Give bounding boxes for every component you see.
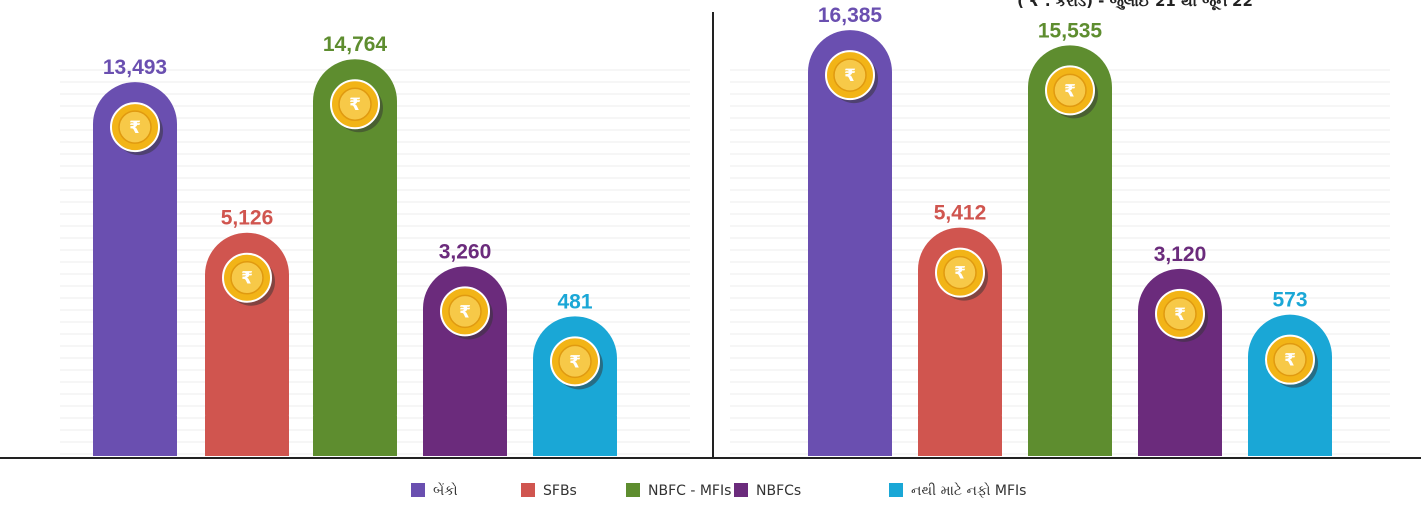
coin-inner xyxy=(448,294,482,329)
bar xyxy=(1028,45,1112,457)
value-label: 573 xyxy=(1272,289,1307,312)
value-label: 5,412 xyxy=(934,202,987,225)
coin-inner xyxy=(1273,342,1307,377)
legend-swatch xyxy=(889,483,903,497)
value-label: 481 xyxy=(557,290,592,313)
bar-foot xyxy=(1248,416,1332,456)
coin-inner xyxy=(1053,73,1087,108)
coin-inner xyxy=(118,110,152,144)
bar xyxy=(313,59,397,457)
value-label: 3,260 xyxy=(439,240,492,263)
legend-swatch xyxy=(734,483,748,497)
bar xyxy=(808,30,892,456)
value-label: 14,764 xyxy=(323,33,388,56)
value-label: 16,385 xyxy=(818,4,883,27)
chart-subtitle: ( ₹ . કરોડ) - જુલાઈ'21 થી જૂન'22 xyxy=(1017,0,1253,10)
coin-inner xyxy=(230,260,264,295)
bar xyxy=(93,82,177,456)
legend-label: SFBs xyxy=(543,483,577,499)
coin-symbol: ₹ xyxy=(1064,81,1076,101)
value-label: 3,120 xyxy=(1154,243,1207,266)
coin-symbol: ₹ xyxy=(1284,351,1296,371)
coin-symbol: ₹ xyxy=(569,352,581,372)
value-label: 15,535 xyxy=(1038,19,1103,42)
coin-inner xyxy=(943,255,977,290)
coin-inner xyxy=(558,344,592,379)
legend-swatch xyxy=(521,483,535,497)
bar-foot xyxy=(918,416,1002,456)
bar-foot xyxy=(93,416,177,456)
legend-label: બેંકો xyxy=(433,482,458,499)
coin-symbol: ₹ xyxy=(129,118,141,138)
bar-foot xyxy=(423,416,507,456)
legend-label: નથી માટે નફો MFIs xyxy=(911,482,1026,499)
coin-symbol: ₹ xyxy=(954,264,966,284)
coin-inner xyxy=(338,87,372,121)
legend-swatch xyxy=(411,483,425,497)
bar-foot xyxy=(1138,416,1222,456)
bar-foot xyxy=(533,416,617,456)
coin-symbol: ₹ xyxy=(1174,305,1186,325)
coin-symbol: ₹ xyxy=(844,66,856,86)
legend-label: NBFCs xyxy=(756,483,801,499)
bar-foot xyxy=(313,416,397,456)
coin-symbol: ₹ xyxy=(241,269,253,289)
coin-symbol: ₹ xyxy=(459,302,471,322)
coin-inner xyxy=(833,58,867,92)
coin-inner xyxy=(1163,297,1197,331)
bar-foot xyxy=(1028,416,1112,456)
coin-symbol: ₹ xyxy=(349,95,361,115)
legend-swatch xyxy=(626,483,640,497)
legend-label: NBFC - MFIs xyxy=(648,483,731,499)
bar-foot xyxy=(205,416,289,456)
value-label: 5,126 xyxy=(221,207,274,230)
bar-foot xyxy=(808,416,892,456)
value-label: 13,493 xyxy=(103,56,167,79)
